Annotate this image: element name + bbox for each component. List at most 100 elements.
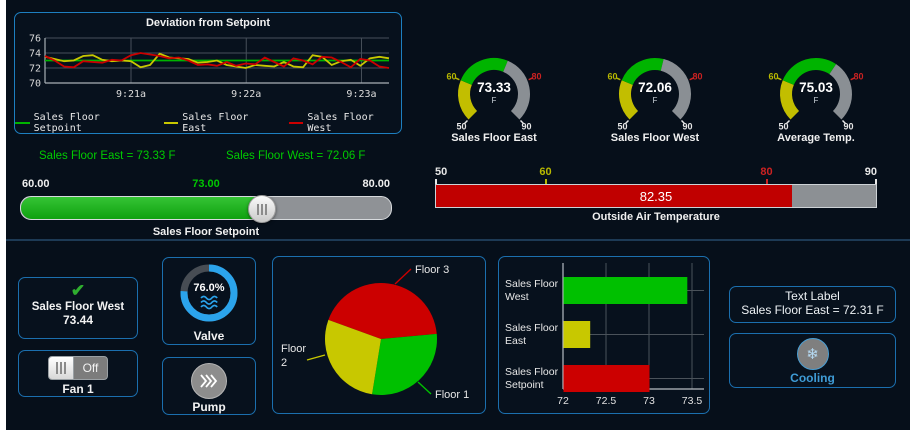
slider-track[interactable]: [20, 195, 392, 223]
legend-item: Sales Floor East: [163, 112, 276, 134]
gauge-name: Sales Floor West: [610, 132, 700, 144]
text-label-value: Sales Floor East = 72.31 F: [741, 303, 884, 317]
svg-text:50: 50: [617, 122, 627, 132]
snowflake-icon: ❄: [806, 346, 819, 363]
oat-value: 82.35: [639, 188, 673, 204]
svg-text:9:23a: 9:23a: [346, 89, 376, 100]
fan-card: Off Fan 1: [18, 350, 138, 397]
oat-caption: Outside Air Temperature: [592, 211, 720, 223]
svg-text:Floor 1: Floor 1: [435, 389, 469, 401]
text-label-card: Text Label Sales Floor East = 72.31 F: [729, 286, 896, 323]
svg-text:90: 90: [844, 122, 854, 132]
svg-text:F: F: [492, 96, 497, 105]
gauge-arc: 50 60 80 90 75.03F: [768, 58, 864, 132]
oat-tick-label: 80: [760, 166, 773, 178]
chart-title: Deviation from Setpoint: [145, 17, 271, 29]
legend-item: Sales Floor West: [288, 112, 401, 134]
gauge-sales-floor-east: 50 60 80 90 73.33 F Sales Floor East: [424, 48, 564, 148]
cooling-caption: Cooling: [790, 371, 835, 385]
gauge-average-temp: 50 60 80 90 75.03 F Average Temp.: [746, 48, 886, 148]
svg-text:Floor 3: Floor 3: [415, 264, 449, 276]
svg-text:70: 70: [29, 79, 41, 90]
svg-text:F: F: [814, 96, 819, 105]
valve-progress-ring: 76.0%: [180, 264, 238, 322]
dashboard-panel: Deviation from Setpoint 76 74 72 70 9:21a 9:2…: [6, 0, 910, 430]
svg-text:72.5: 72.5: [596, 395, 617, 407]
cooling-card: ❄ Cooling: [729, 333, 896, 388]
status-value: 73.44: [62, 313, 94, 327]
svg-text:90: 90: [522, 122, 532, 132]
oat-bar-fill: [436, 185, 792, 207]
svg-text:80: 80: [692, 71, 702, 81]
valve-caption: Valve: [193, 329, 225, 343]
svg-text:73: 73: [643, 395, 655, 407]
svg-text:50: 50: [778, 122, 788, 132]
svg-text:9:21a: 9:21a: [116, 89, 146, 100]
oat-scale-labels: 50 60 80 90: [435, 166, 877, 179]
readout-sales-floor-east: Sales Floor East = 73.33 F: [39, 150, 176, 162]
svg-text:73.5: 73.5: [682, 395, 703, 407]
oat-tick-label: 90: [864, 166, 877, 178]
svg-text:9:22a: 9:22a: [231, 89, 261, 100]
svg-text:50: 50: [456, 122, 466, 132]
section-divider: [6, 239, 910, 241]
floors-pie-chart: Floor 3 Floor 1 Floor 2: [281, 264, 469, 401]
svg-text:60: 60: [768, 71, 778, 81]
svg-text:72: 72: [557, 395, 569, 407]
cooling-button[interactable]: ❄: [796, 338, 829, 370]
outside-air-temperature-gauge: 50 60 80 90 82.35 Outside Air Temperature: [435, 166, 877, 223]
slider-min-label: 60.00: [22, 178, 50, 190]
pie-chart-card: Floor 3 Floor 1 Floor 2: [272, 256, 486, 414]
svg-text:74: 74: [29, 49, 41, 60]
svg-text:75.03: 75.03: [799, 80, 833, 95]
svg-text:80: 80: [531, 71, 541, 81]
legend-item: Sales Floor Setpoint: [15, 112, 151, 134]
oat-scale-ticks: [435, 179, 877, 184]
svg-text:72: 72: [29, 64, 41, 75]
pump-chevrons-icon: [200, 374, 218, 388]
gauge-name: Average Temp.: [777, 132, 855, 144]
status-name: Sales Floor West: [31, 301, 125, 313]
slider-thumb[interactable]: [248, 195, 277, 223]
checkmark-icon: ✔: [70, 281, 86, 300]
toggle-knob-icon: [49, 357, 74, 379]
slider-caption: Sales Floor Setpoint: [152, 226, 260, 238]
fan-state-label: Off: [82, 361, 99, 375]
svg-text:73.33: 73.33: [477, 80, 511, 95]
pump-button[interactable]: [191, 363, 227, 399]
fan-toggle[interactable]: Off: [48, 356, 108, 380]
oat-tick-label: 50: [435, 166, 448, 178]
slider-fill: [21, 197, 262, 219]
fan-caption: Fan 1: [62, 382, 94, 396]
valve-card: 76.0% Valve: [162, 257, 256, 345]
slider-scale: 60.00 73.00 80.00: [20, 178, 392, 192]
gauge-arc: 50 60 80 90 72.06F: [607, 58, 703, 132]
svg-text:72.06: 72.06: [638, 80, 672, 95]
oat-bar: 82.35: [435, 184, 877, 208]
slider-value-label: 73.00: [192, 178, 220, 190]
svg-text:76: 76: [29, 34, 41, 45]
pump-caption: Pump: [192, 400, 226, 414]
svg-text:F: F: [653, 96, 658, 105]
bar-chart-card: 72 72.5 73 73.5 Sales Floor West Sales Floor Ea…: [498, 256, 710, 414]
pump-card: Pump: [162, 357, 256, 415]
chart-legend: Sales Floor Setpoint Sales Floor East Sale…: [15, 112, 401, 134]
readout-sales-floor-west: Sales Floor West = 72.06 F: [226, 150, 366, 162]
svg-text:76.0%: 76.0%: [193, 282, 224, 294]
temps-bar-chart: 72 72.5 73 73.5 Sales Floor West Sales Floor Ea…: [505, 263, 704, 407]
gauge-name: Sales Floor East: [451, 132, 537, 144]
oat-tick-label: 60: [539, 166, 552, 178]
deviation-line-chart: 76 74 72 70 9:21a 9:22a 9:23a: [29, 34, 390, 100]
gauge-arc: 50 60 80 90 73.33F: [446, 58, 542, 132]
deviation-chart-card: Deviation from Setpoint 76 74 72 70 9:21a 9:2…: [14, 12, 402, 134]
svg-text:90: 90: [683, 122, 693, 132]
gauge-sales-floor-west: 50 60 80 90 72.06 F Sales Floor West: [585, 48, 725, 148]
svg-text:80: 80: [853, 71, 863, 81]
slider-max-label: 80.00: [362, 178, 390, 190]
svg-text:60: 60: [607, 71, 617, 81]
